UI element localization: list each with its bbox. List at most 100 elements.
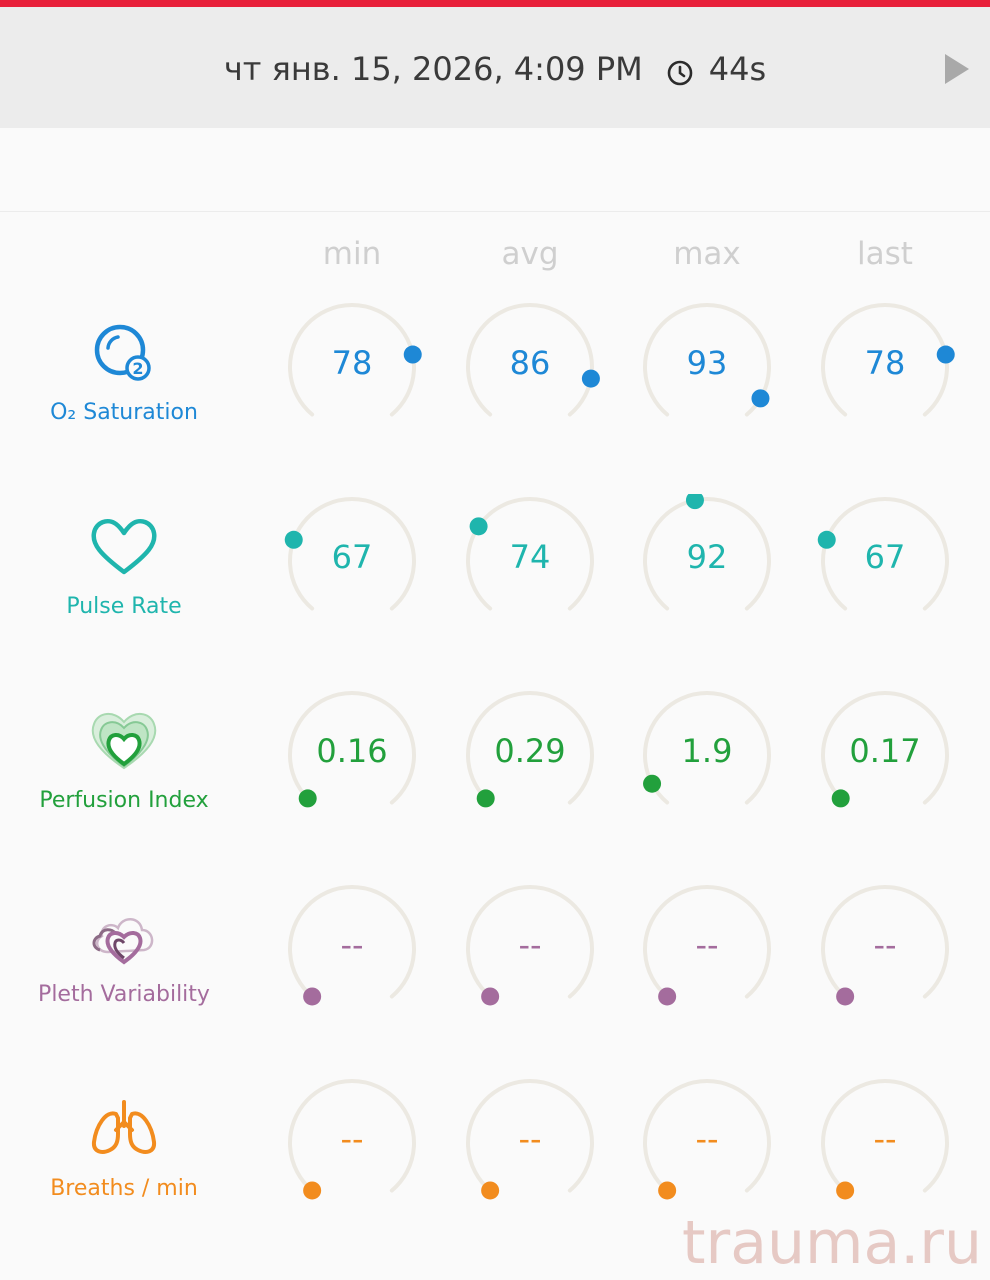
gauge-track (643, 497, 771, 611)
column-header-min: min (322, 236, 382, 272)
gauge-indicator-dot (481, 1181, 500, 1200)
gauge-indicator-dot (936, 345, 955, 364)
metric-label-pr: Pulse Rate (66, 594, 182, 619)
gauge-pr-last: 67 (815, 494, 955, 624)
session-datetime: чт янв. 15, 2026, 4:09 PM (223, 50, 643, 88)
gauge-indicator-dot (403, 345, 422, 364)
gauge-value: 74 (509, 538, 551, 576)
gauge-indicator-dot (685, 494, 704, 510)
gauge-pi-max: 1.9 (637, 688, 777, 818)
cloud-hearts-icon (88, 902, 160, 970)
column-header-avg: avg (501, 236, 559, 272)
accent-top-bar (0, 0, 990, 7)
gauge-track (643, 303, 771, 417)
gauge-indicator-dot (481, 987, 500, 1006)
gauge-track (643, 885, 771, 999)
gauge-value: 0.29 (494, 732, 566, 770)
gauge-value: -- (340, 1120, 364, 1158)
gauge-track (821, 691, 949, 805)
gauge-value: 67 (864, 538, 906, 576)
metric-label-rr: Breaths / min (50, 1176, 198, 1201)
gauge-pvi-avg: -- (460, 882, 600, 1012)
gauge-rr-max: -- (637, 1076, 777, 1206)
gauge-indicator-dot (836, 1181, 855, 1200)
gauge-indicator-dot (284, 530, 303, 549)
gauge-indicator-dot (658, 1181, 677, 1200)
gauge-rr-min: -- (282, 1076, 422, 1206)
gauge-track (288, 885, 416, 999)
gauge-pi-avg: 0.29 (460, 688, 600, 818)
gauge-indicator-dot (751, 389, 770, 408)
gauge-value: -- (518, 1120, 542, 1158)
session-duration: 44s (708, 50, 767, 88)
gauge-value: -- (695, 1120, 719, 1158)
metric-label-spo2: O₂ Saturation (50, 400, 198, 425)
gauge-spo2-last: 78 (815, 300, 955, 430)
column-header-last: last (857, 236, 913, 272)
heart-outline-icon (88, 514, 160, 582)
gauge-value: -- (873, 1120, 897, 1158)
gauge-track (821, 497, 949, 611)
gauge-value: 67 (331, 538, 373, 576)
gauge-value: 86 (509, 344, 551, 382)
gauge-pr-min: 67 (282, 494, 422, 624)
gauge-spo2-avg: 86 (460, 300, 600, 430)
gauge-indicator-dot (836, 987, 855, 1006)
gauge-indicator-dot (298, 789, 317, 808)
metric-label-pvi: Pleth Variability (38, 982, 210, 1007)
gauge-track (643, 691, 771, 805)
gauge-value: 0.17 (849, 732, 921, 770)
gauge-pr-avg: 74 (460, 494, 600, 624)
gauge-track (466, 885, 594, 999)
gauge-rr-last: -- (815, 1076, 955, 1206)
gauge-track (288, 691, 416, 805)
column-header-max: max (673, 236, 741, 272)
lungs-icon (88, 1096, 160, 1164)
play-button[interactable] (942, 51, 972, 87)
gauge-indicator-dot (469, 517, 488, 536)
gauge-value: -- (695, 926, 719, 964)
layered-hearts-icon (88, 708, 160, 776)
gauge-indicator-dot (643, 774, 662, 793)
gauge-track (821, 1079, 949, 1193)
watermark: trauma.ru (682, 1208, 982, 1278)
gauge-value: 1.9 (681, 732, 733, 770)
gauge-indicator-dot (303, 1181, 322, 1200)
gauge-track (821, 885, 949, 999)
o2-bubble-icon: 2 (88, 320, 160, 388)
gauge-track (643, 1079, 771, 1193)
session-info: чт янв. 15, 2026, 4:09 PM 44s (0, 47, 990, 91)
gauge-pvi-last: -- (815, 882, 955, 1012)
gauge-pi-last: 0.17 (815, 688, 955, 818)
metric-label-pi: Perfusion Index (39, 788, 209, 813)
gauge-pr-max: 92 (637, 494, 777, 624)
gauge-spo2-min: 78 (282, 300, 422, 430)
gauge-value: 92 (686, 538, 728, 576)
gauge-spo2-max: 93 (637, 300, 777, 430)
gauge-indicator-dot (581, 369, 600, 388)
gauge-pi-min: 0.16 (282, 688, 422, 818)
gauge-value: 93 (686, 344, 728, 382)
gauge-rr-avg: -- (460, 1076, 600, 1206)
gauge-value: 78 (331, 344, 373, 382)
gauge-value: -- (873, 926, 897, 964)
gauge-track (288, 497, 416, 611)
clock-icon (667, 56, 693, 86)
gauge-track (466, 497, 594, 611)
gauge-track (821, 303, 949, 417)
session-header: чт янв. 15, 2026, 4:09 PM 44s (0, 7, 990, 128)
gauge-indicator-dot (831, 789, 850, 808)
gauge-indicator-dot (476, 789, 495, 808)
header-divider (0, 211, 990, 212)
play-icon (945, 54, 969, 84)
gauge-value: -- (518, 926, 542, 964)
gauge-track (466, 1079, 594, 1193)
gauge-value: -- (340, 926, 364, 964)
gauge-indicator-dot (817, 530, 836, 549)
gauge-indicator-dot (303, 987, 322, 1006)
gauge-value: 78 (864, 344, 906, 382)
gauge-pvi-max: -- (637, 882, 777, 1012)
gauge-track (466, 691, 594, 805)
gauge-indicator-dot (658, 987, 677, 1006)
gauge-track (288, 1079, 416, 1193)
